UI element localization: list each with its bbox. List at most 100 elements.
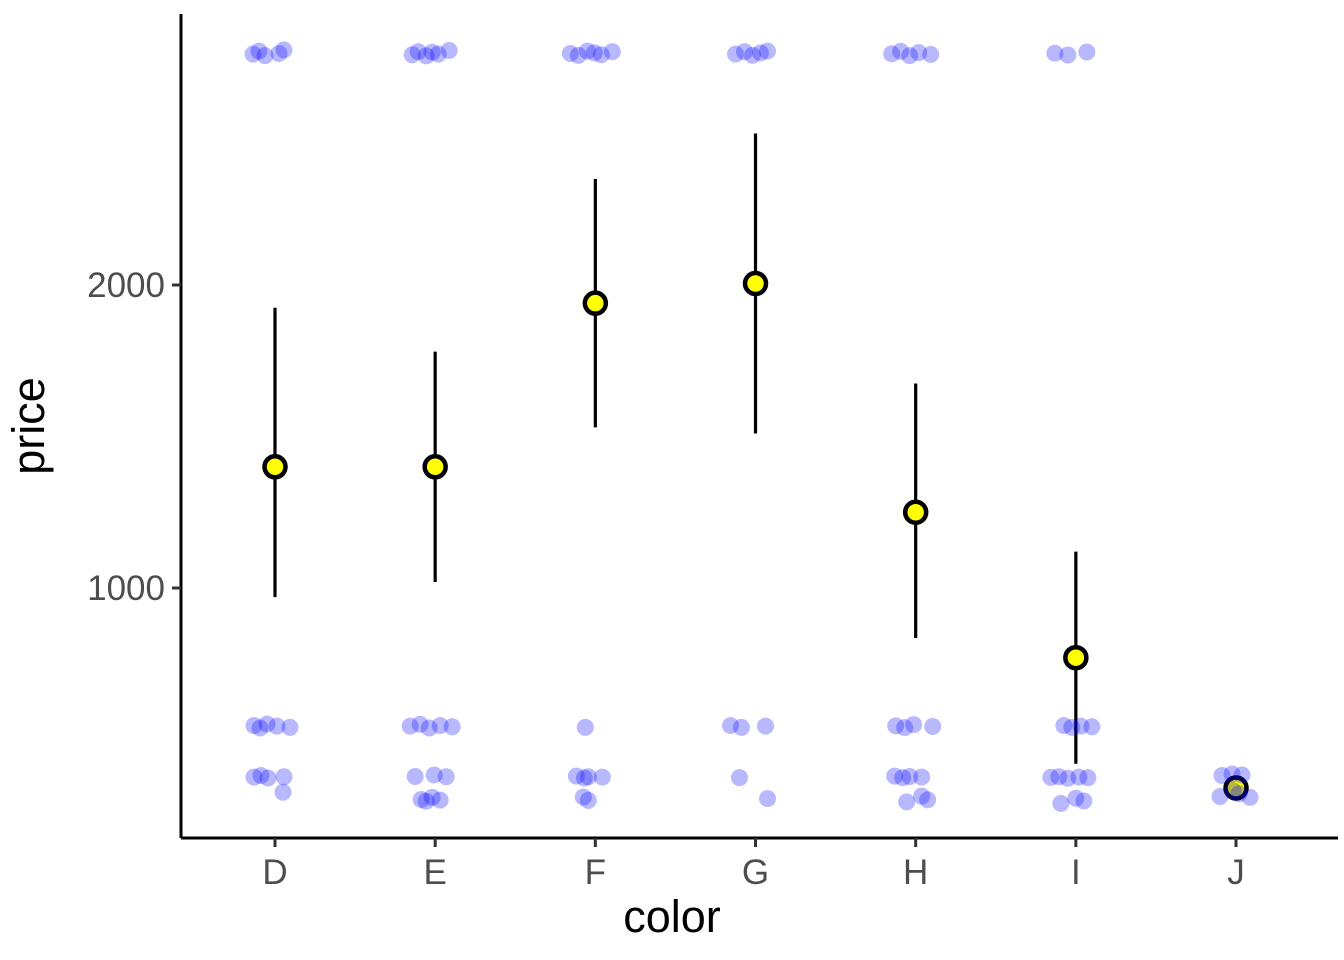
jitter-point-H — [919, 791, 937, 809]
jitter-point-F — [567, 767, 585, 785]
jitter-point-J — [1241, 788, 1259, 806]
jitter-point-E — [409, 43, 427, 61]
jitter-point-J — [1213, 767, 1231, 785]
jitter-point-E — [440, 41, 458, 59]
jitter-point-I — [1055, 717, 1073, 735]
jitter-point-G — [727, 45, 745, 63]
jitter-point-H — [910, 44, 928, 62]
jitter-point-I — [1046, 44, 1064, 62]
summary-pointrange-layer — [262, 133, 1249, 801]
jitter-point-D — [258, 715, 276, 733]
jitter-point-E — [443, 718, 461, 736]
jitter-point-H — [894, 769, 912, 787]
jitter-point-G — [731, 769, 749, 787]
jitter-point-F — [592, 46, 610, 64]
jitter-point-D — [275, 768, 293, 786]
x-tick-label: J — [1227, 853, 1245, 892]
jitter-point-H — [924, 717, 942, 735]
mean-point-J — [1223, 775, 1249, 801]
jitter-point-H — [901, 767, 919, 785]
jitter-point-E — [403, 46, 421, 64]
jitter-point-D — [256, 47, 274, 65]
mean-point-G — [742, 270, 769, 297]
jitter-point-H — [913, 768, 931, 786]
jitter-points-layer — [244, 41, 1259, 812]
jitter-point-G — [744, 46, 762, 64]
jitter-point-G — [722, 717, 740, 735]
x-tick-label: E — [423, 853, 446, 892]
jitter-point-E — [437, 768, 455, 786]
mean-point-H — [902, 499, 929, 525]
jitter-point-E — [412, 790, 430, 808]
y-tick-label: 1000 — [87, 569, 165, 608]
jitter-point-I — [1050, 768, 1068, 786]
jitter-point-J — [1233, 766, 1251, 784]
jitter-point-E — [411, 715, 429, 733]
jitter-point-G — [757, 717, 775, 735]
x-tick-label: I — [1071, 853, 1081, 892]
jitter-point-F — [585, 44, 603, 62]
y-tick-label: 2000 — [87, 266, 165, 305]
jitter-point-G — [759, 790, 777, 808]
jitter-point-F — [579, 768, 597, 786]
jitter-point-G — [733, 718, 751, 736]
jitter-point-E — [417, 792, 435, 810]
jitter-point-E — [431, 717, 449, 735]
jitter-point-E — [429, 45, 447, 63]
jitter-point-E — [406, 767, 424, 785]
jitter-point-D — [270, 45, 288, 63]
x-tick-label: G — [742, 853, 769, 892]
jitter-point-F — [593, 768, 611, 786]
jitter-point-D — [275, 41, 293, 59]
jitter-point-H — [922, 45, 940, 63]
jitter-point-G — [759, 42, 777, 60]
jitter-point-D — [281, 718, 299, 736]
jitter-point-H — [886, 767, 904, 785]
jitter-point-I — [1067, 789, 1085, 807]
y-axis-title: price — [3, 377, 54, 475]
jitter-point-H — [901, 47, 919, 65]
jitter-point-E — [401, 717, 419, 735]
jitter-point-I — [1052, 794, 1070, 812]
jitter-point-F — [569, 46, 587, 64]
jitter-point-D — [251, 719, 269, 737]
jitter-point-E — [425, 766, 443, 784]
jitter-point-F — [561, 45, 579, 63]
jitter-point-I — [1042, 768, 1060, 786]
jitter-point-J — [1230, 785, 1248, 803]
jitter-point-I — [1059, 769, 1077, 787]
jitter-point-F — [579, 791, 597, 809]
x-tick-label: F — [585, 853, 606, 892]
jitter-point-I — [1078, 43, 1096, 61]
jitter-point-F — [578, 42, 596, 60]
jitter-point-I — [1070, 768, 1088, 786]
jitter-point-I — [1075, 792, 1093, 810]
jitter-point-H — [896, 719, 914, 737]
jitter-point-D — [259, 769, 277, 787]
jitter-point-I — [1063, 718, 1081, 736]
jitter-point-D — [245, 768, 263, 786]
jitter-point-F — [603, 43, 621, 61]
jitter-point-I — [1079, 769, 1097, 787]
jitter-point-I — [1059, 46, 1077, 64]
jitter-point-F — [575, 769, 593, 787]
jitter-point-H — [898, 793, 916, 811]
jitter-point-D — [250, 42, 268, 60]
jitter-point-I — [1072, 717, 1090, 735]
jitter-point-E — [417, 47, 435, 65]
jitter-point-F — [576, 718, 594, 736]
jitter-point-H — [905, 716, 923, 734]
jitter-point-D — [252, 767, 270, 785]
jitter-point-D — [274, 783, 292, 801]
x-tick-label: H — [903, 853, 928, 892]
mean-point-D — [262, 454, 288, 480]
jitter-point-J — [1211, 787, 1229, 805]
jitter-point-I — [1083, 718, 1101, 736]
axis-layer: 1000 2000 D E F G H I J — [87, 14, 1338, 892]
x-axis-title: color — [623, 891, 721, 942]
jitter-point-J — [1223, 765, 1241, 783]
jitter-point-H — [887, 717, 905, 735]
jitter-point-D — [245, 717, 263, 735]
